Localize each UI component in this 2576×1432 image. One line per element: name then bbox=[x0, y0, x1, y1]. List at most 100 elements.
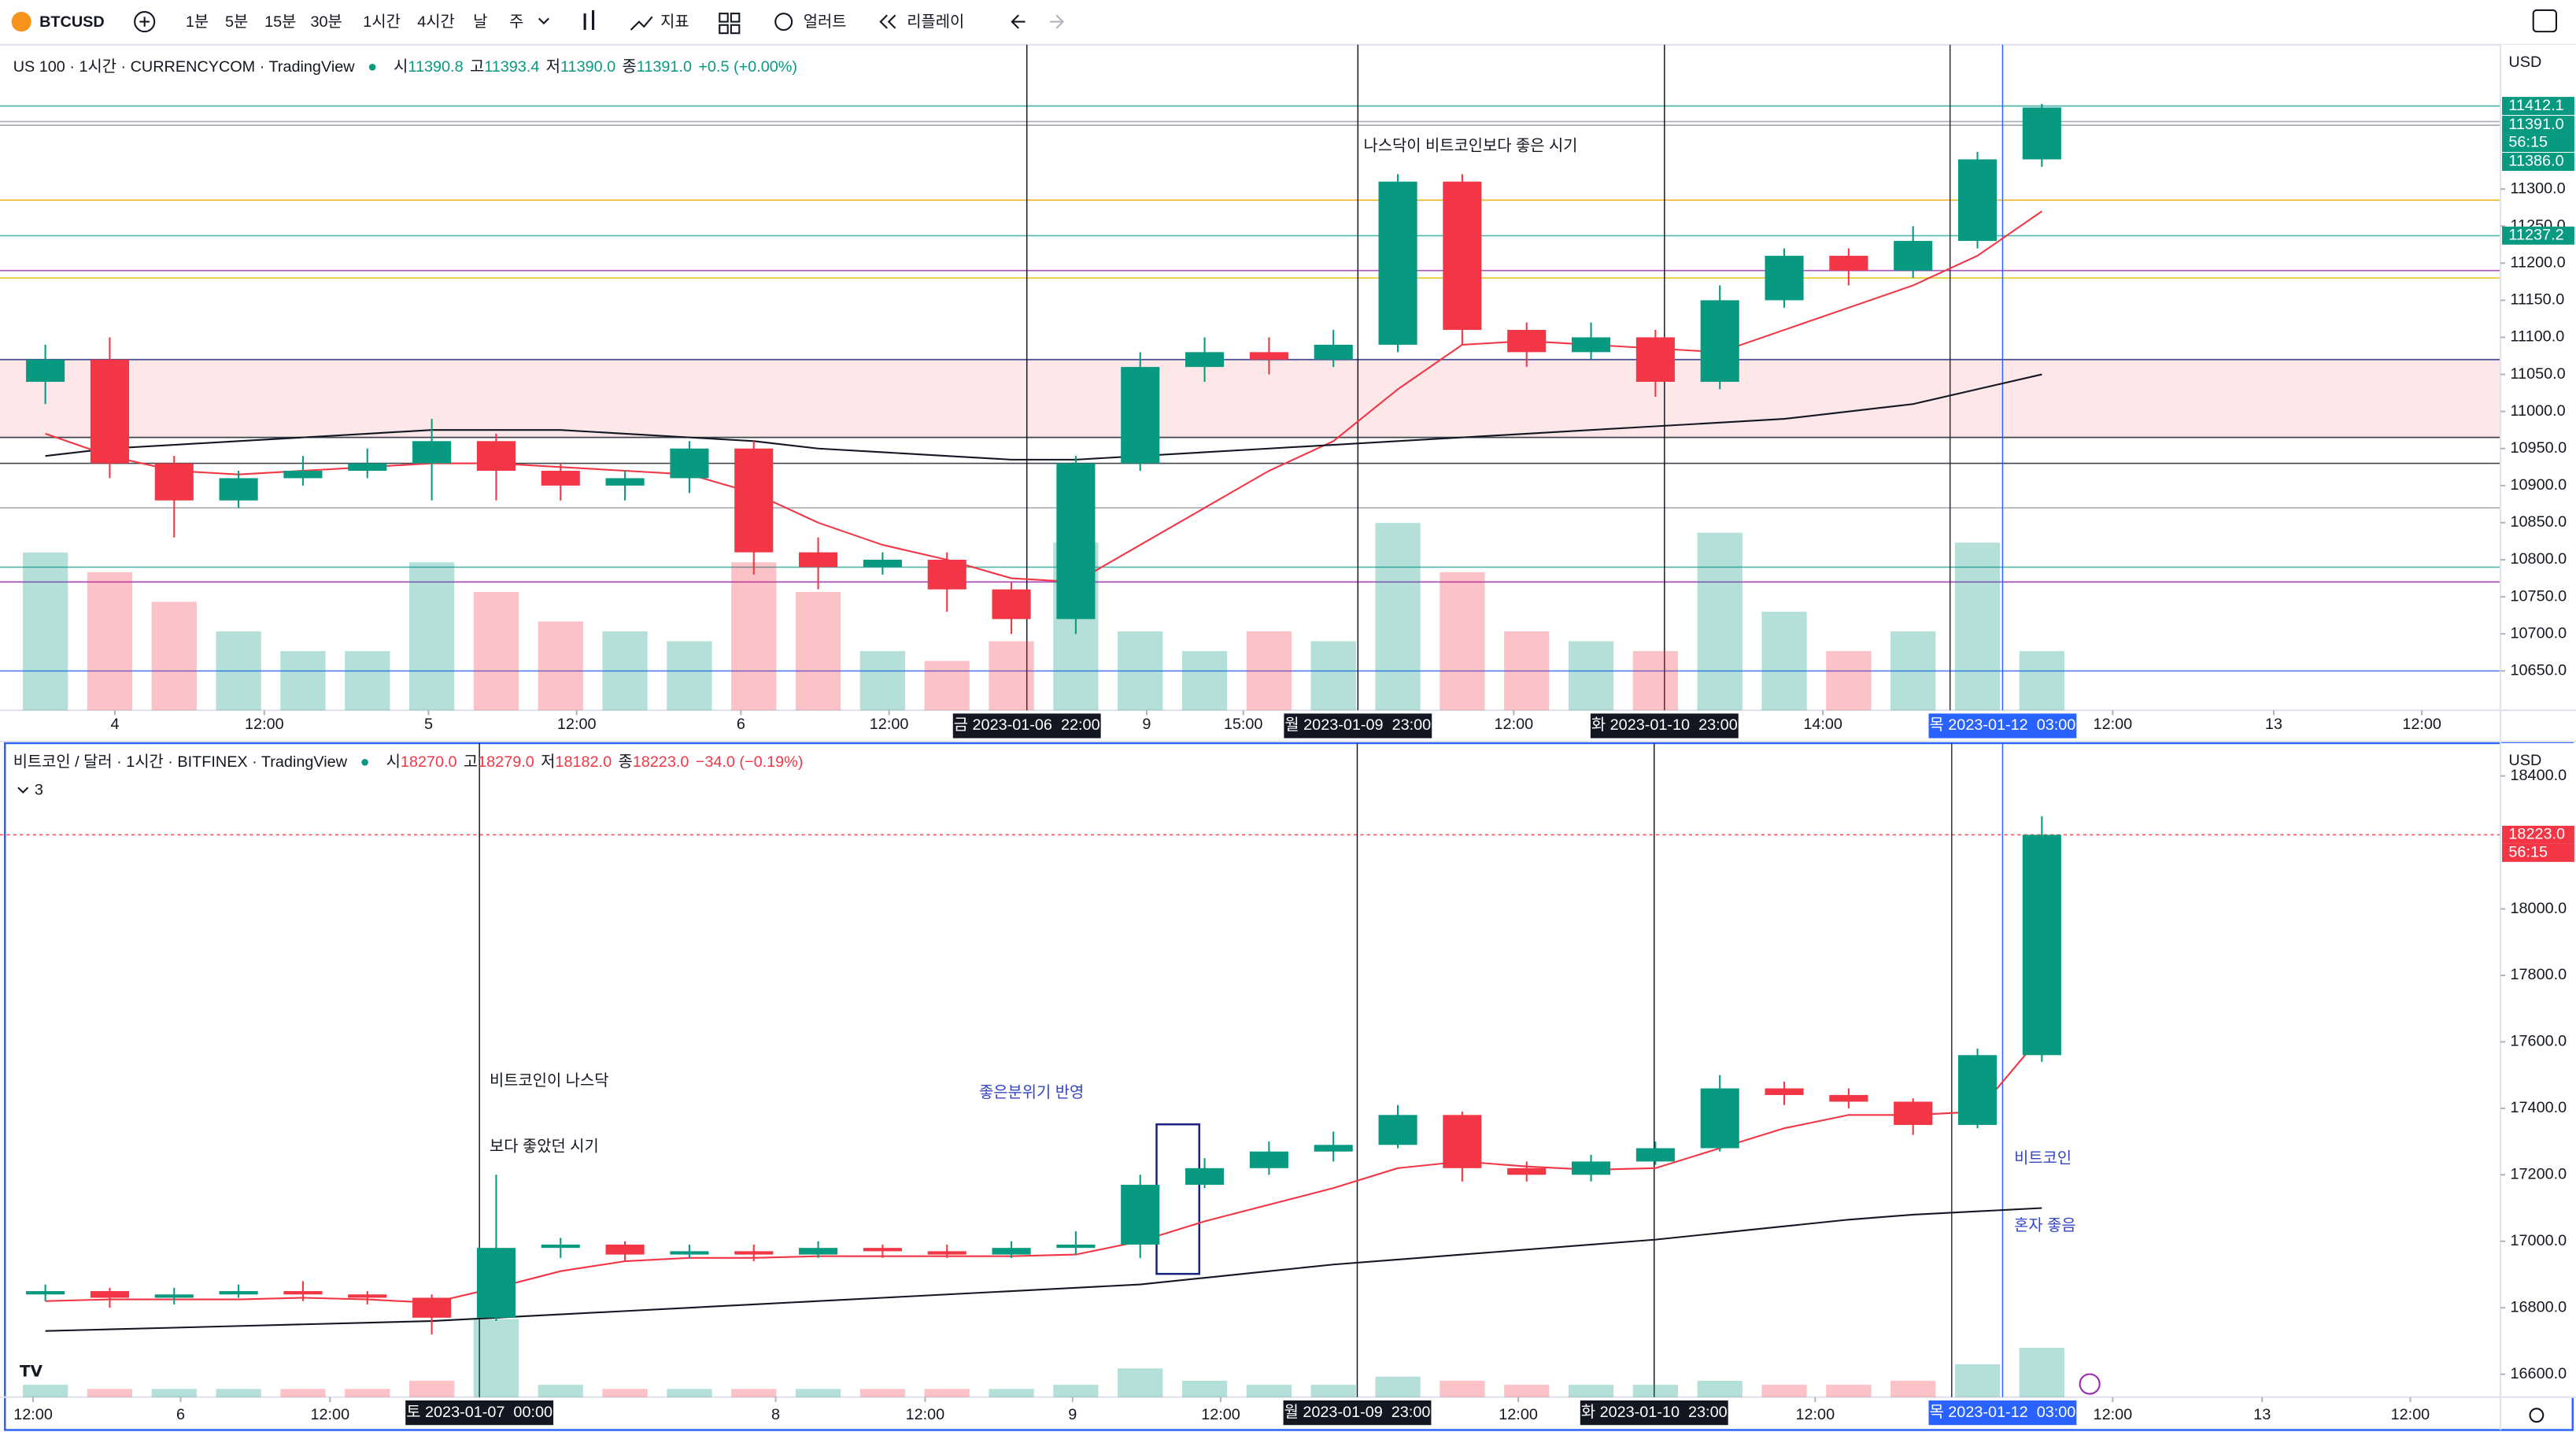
price-tag: 11412.1 bbox=[2508, 97, 2563, 114]
candle-body bbox=[1443, 181, 1482, 331]
interval-menu bbox=[538, 17, 549, 25]
price-tag-bg bbox=[2502, 226, 2574, 245]
symbol-icon[interactable] bbox=[11, 12, 31, 32]
chart-title: 비트코인 / 달러 · 1시간 · BITFINEX · TradingView bbox=[13, 753, 348, 771]
candle-body bbox=[154, 463, 194, 501]
chart-type-icon[interactable] bbox=[583, 9, 595, 31]
volume-bar bbox=[538, 621, 583, 711]
volume-bar bbox=[280, 651, 326, 711]
ohlc-value: 11393.4 bbox=[484, 58, 539, 76]
indicators[interactable]: 지표 bbox=[660, 13, 689, 31]
price-tag: 18223.0 bbox=[2508, 826, 2565, 843]
y-tick-label: 18000.0 bbox=[2511, 900, 2567, 917]
time-tag: 월 2023-01-09 23:00 bbox=[1284, 1404, 1431, 1421]
volume-bar bbox=[667, 641, 712, 711]
x-tick-label: 12:00 bbox=[13, 1406, 53, 1423]
volume-bar bbox=[1118, 1368, 1163, 1397]
candle-body bbox=[1121, 367, 1160, 464]
x-tick-label: 12:00 bbox=[1201, 1406, 1240, 1423]
price-tag: 11386.0 bbox=[2508, 153, 2563, 170]
replay[interactable]: 리플레이 bbox=[907, 13, 964, 31]
candle-body bbox=[1829, 255, 1868, 271]
candle-body bbox=[26, 359, 65, 382]
candle-body bbox=[2022, 107, 2061, 160]
y-tick-label: 10700.0 bbox=[2511, 624, 2567, 642]
volume-bar bbox=[1826, 1385, 1872, 1397]
ohlc-label: 고 bbox=[470, 58, 484, 76]
candle-body bbox=[1765, 255, 1804, 301]
candle-body bbox=[927, 560, 966, 590]
candle-body bbox=[1121, 1184, 1160, 1245]
undo[interactable] bbox=[1011, 14, 1026, 29]
add-symbol[interactable] bbox=[134, 11, 156, 33]
ohlc-value: 18223.0 bbox=[633, 753, 689, 771]
candle-body bbox=[992, 1248, 1031, 1255]
moving-average bbox=[45, 373, 2042, 461]
ohlc-label: 저 bbox=[541, 753, 555, 771]
x-tick-label: 12:00 bbox=[1795, 1406, 1835, 1423]
y-tick-label: 11200.0 bbox=[2511, 254, 2566, 272]
interval[interactable]: 15분 bbox=[264, 13, 296, 31]
interval[interactable]: 30분 bbox=[311, 13, 342, 31]
indicator-icon[interactable] bbox=[630, 16, 653, 31]
candle-body bbox=[412, 441, 452, 464]
volume-bar bbox=[345, 651, 390, 711]
redo[interactable] bbox=[1049, 14, 1065, 29]
volume-bar bbox=[1954, 542, 2001, 711]
time-tag-bg bbox=[1580, 1400, 1728, 1426]
interval[interactable]: 날 bbox=[473, 13, 487, 31]
volume-bar bbox=[1375, 1376, 1421, 1397]
time-tag: 월 2023-01-09 23:00 bbox=[1284, 716, 1431, 734]
volume-bar bbox=[473, 591, 519, 711]
interval[interactable]: 주 bbox=[509, 13, 523, 31]
interval[interactable]: 1시간 bbox=[363, 13, 401, 31]
volume-bar bbox=[1504, 1385, 1550, 1397]
settings[interactable] bbox=[2529, 1408, 2545, 1423]
x-tick-label: 9 bbox=[1142, 716, 1151, 733]
volume-bar bbox=[1504, 631, 1550, 711]
layout-icon[interactable] bbox=[719, 13, 729, 23]
alert-marker[interactable] bbox=[2079, 1373, 2101, 1395]
candle-body bbox=[1249, 352, 1288, 360]
x-tick-label: 12:00 bbox=[906, 1406, 945, 1423]
candle-body bbox=[90, 359, 129, 464]
ohlc-value: 18270.0 bbox=[401, 753, 457, 771]
indicator-toggle[interactable] bbox=[17, 786, 29, 794]
alert-icon[interactable] bbox=[774, 13, 793, 31]
x-tick-label: 4 bbox=[110, 716, 119, 733]
x-tick-label: 6 bbox=[176, 1406, 185, 1423]
volume-bar bbox=[924, 660, 970, 711]
x-tick-label: 12:00 bbox=[2094, 1406, 2133, 1423]
price-tag-bg bbox=[2502, 825, 2574, 844]
volume-bar bbox=[408, 1380, 455, 1397]
time-tag-bg bbox=[1928, 1400, 2077, 1426]
candle-body bbox=[1056, 463, 1096, 620]
y-tick-label: 17600.0 bbox=[2511, 1033, 2567, 1050]
interval[interactable]: 1분 bbox=[186, 13, 209, 31]
candle-body bbox=[90, 1291, 129, 1298]
candle-body bbox=[734, 448, 774, 553]
interval[interactable]: 4시간 bbox=[417, 13, 455, 31]
change: +0.5 (+0.00%) bbox=[698, 58, 797, 76]
add-icon bbox=[139, 17, 150, 27]
y-tick-label: 10800.0 bbox=[2511, 550, 2567, 568]
candle-body bbox=[1571, 1161, 1611, 1175]
symbol[interactable]: BTCUSD bbox=[39, 13, 105, 31]
volume-bar bbox=[151, 1389, 197, 1397]
interval[interactable]: 5분 bbox=[225, 13, 248, 31]
volume-bar bbox=[87, 1389, 133, 1397]
x-tick-label: 14:00 bbox=[1803, 716, 1842, 733]
x-tick-label: 13 bbox=[2265, 716, 2282, 733]
x-tick-label: 6 bbox=[737, 716, 745, 733]
alerts[interactable]: 얼러트 bbox=[804, 13, 847, 31]
volume-bar bbox=[989, 641, 1034, 711]
x-tick-label: 12:00 bbox=[310, 1406, 349, 1423]
candle-body bbox=[154, 1294, 194, 1298]
time-tag: 목 2023-01-12 03:00 bbox=[1930, 1404, 2076, 1421]
x-tick-label: 12:00 bbox=[2391, 1406, 2430, 1423]
fullscreen[interactable] bbox=[2532, 9, 2557, 33]
volume-bar bbox=[1761, 1385, 1807, 1397]
replay-icon[interactable] bbox=[879, 14, 896, 29]
ohlc-value: 11390.8 bbox=[408, 58, 463, 76]
